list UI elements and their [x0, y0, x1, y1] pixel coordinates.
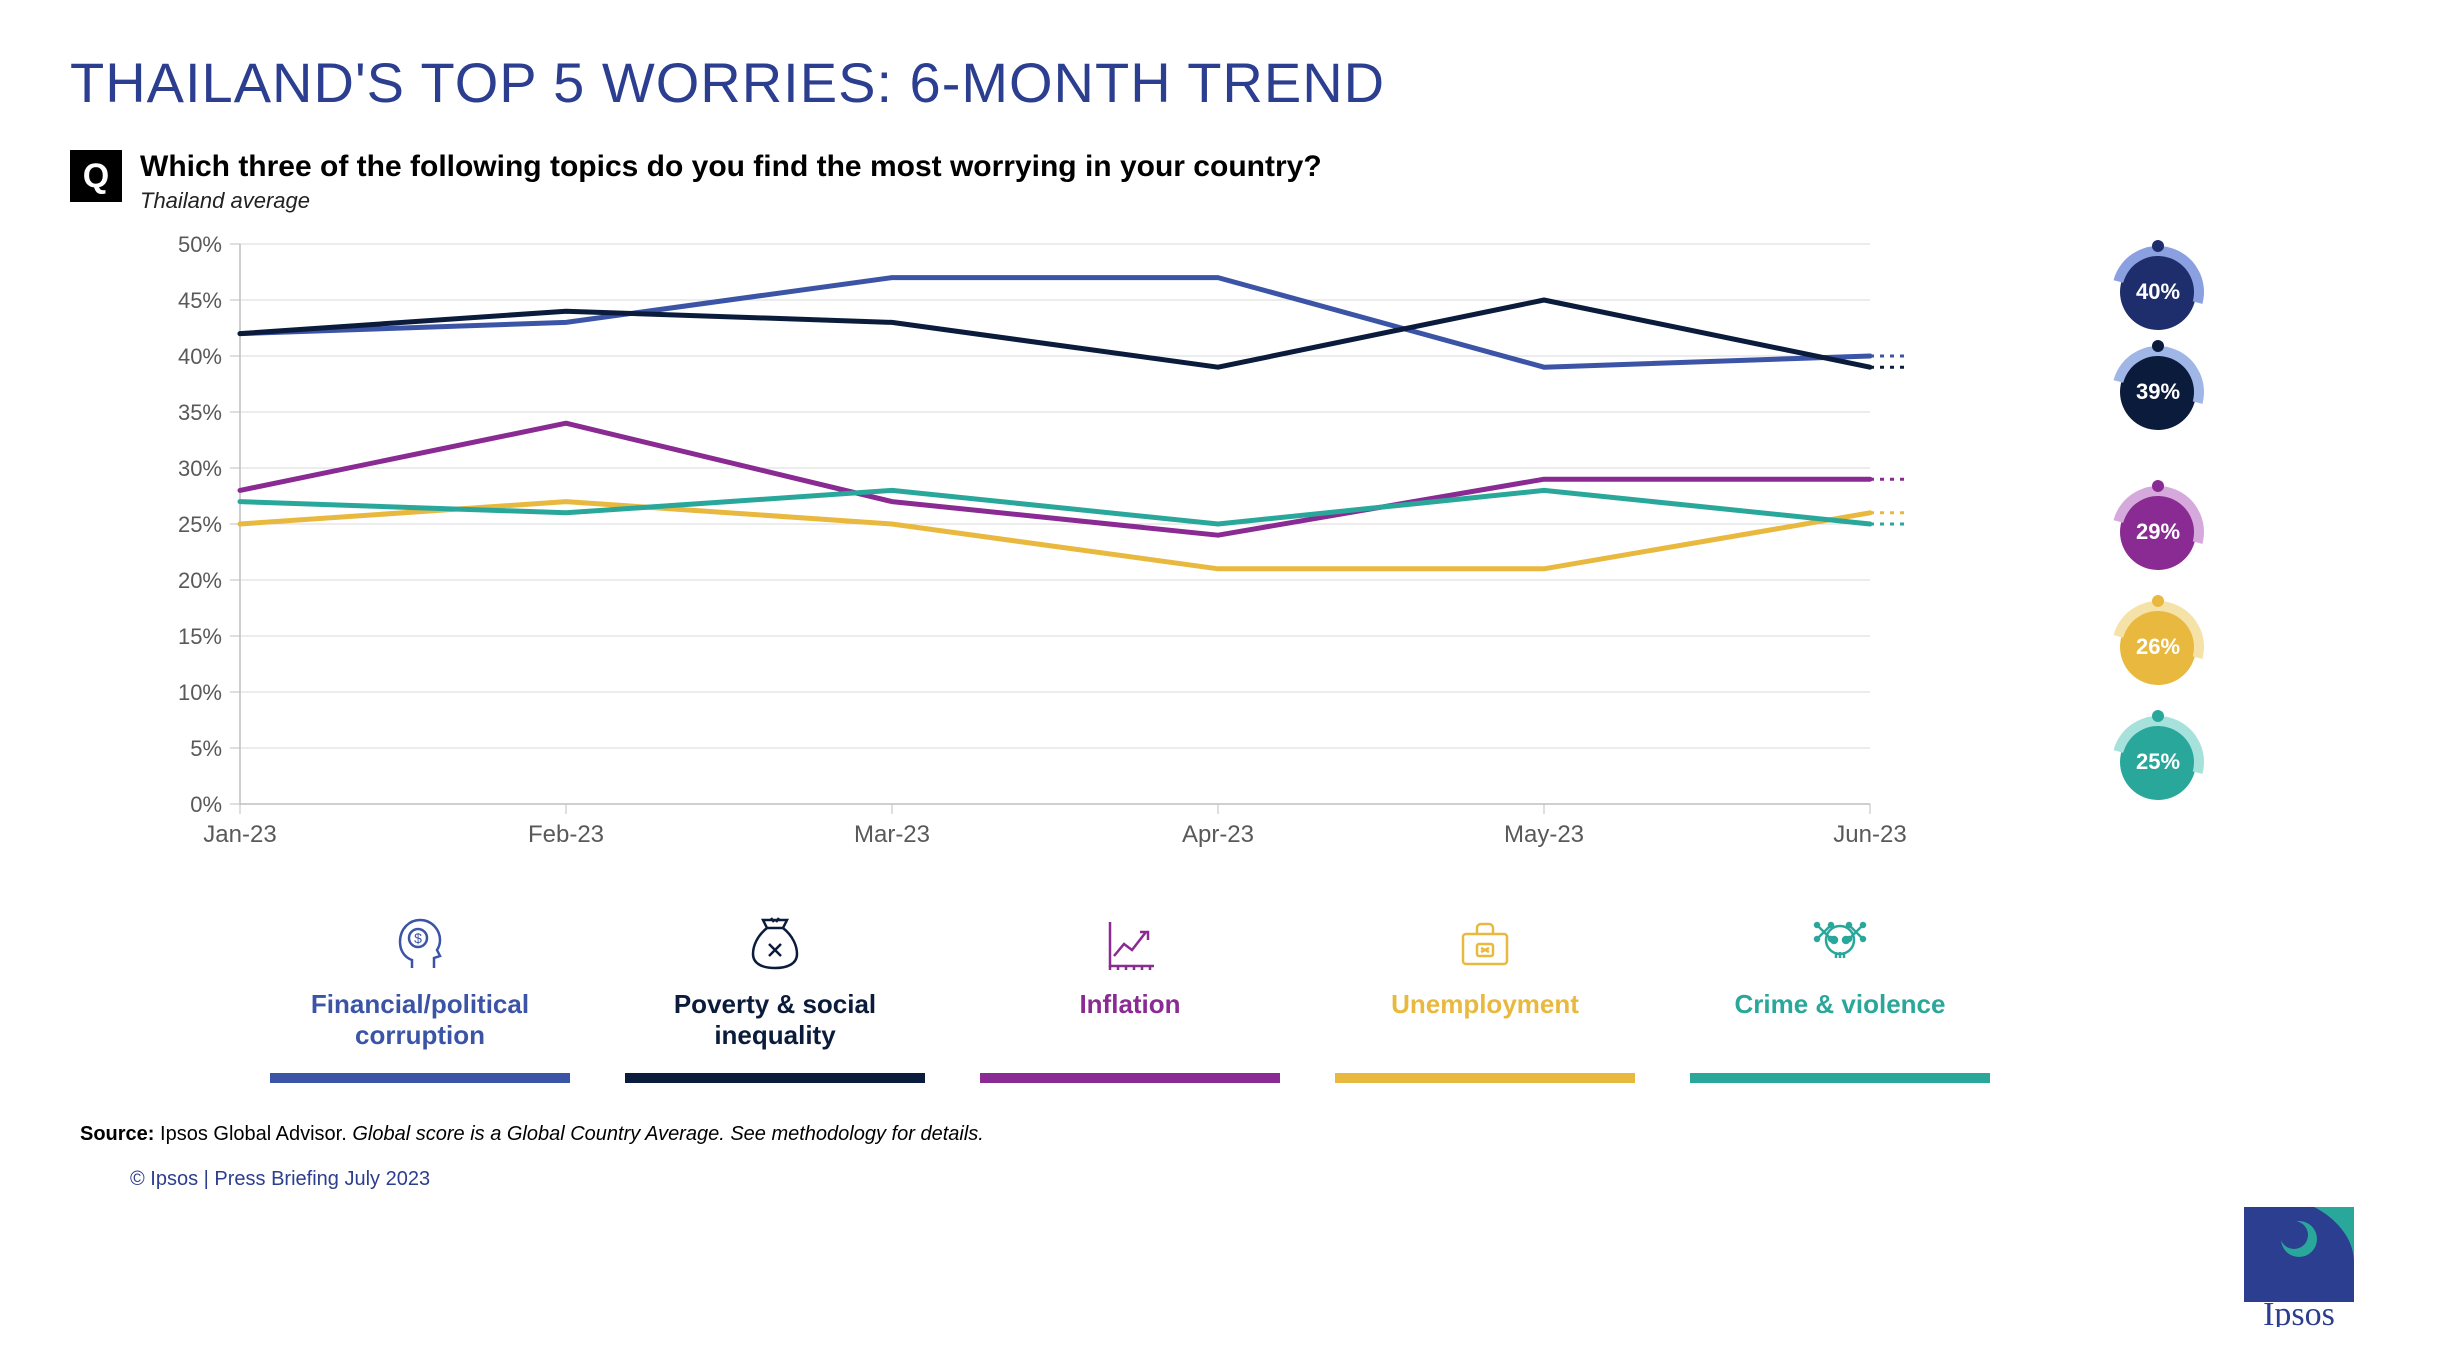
legend-item-corruption: $ Financial/political corruption [270, 909, 570, 1083]
source-prefix: Source: [80, 1123, 154, 1145]
legend-item-poverty: Poverty & social inequality [625, 909, 925, 1083]
page-title: THAILAND'S TOP 5 WORRIES: 6-MONTH TREND [70, 50, 2384, 115]
svg-text:25%: 25% [178, 512, 222, 537]
source-italic: Global score is a Global Country Average… [352, 1123, 983, 1145]
legend-item-crime: Crime & violence [1690, 909, 1990, 1083]
svg-text:Apr-23: Apr-23 [1182, 821, 1254, 848]
svg-text:Mar-23: Mar-23 [854, 821, 930, 848]
svg-text:15%: 15% [178, 624, 222, 649]
question-badge: Q [70, 150, 122, 202]
copyright: © Ipsos | Press Briefing July 2023 [130, 1168, 2384, 1191]
svg-text:Jun-23: Jun-23 [1833, 821, 1906, 848]
legend-item-inflation: Inflation [980, 909, 1280, 1083]
legend-label: Unemployment [1335, 989, 1635, 1059]
legend-color-bar [270, 1073, 570, 1083]
line-chart: 0% 5% 10% 15% 20% 25% 30% 35% 40% 45% 50% Jan-23 Feb… [70, 224, 1910, 884]
svg-text:20%: 20% [178, 568, 222, 593]
value-badge-poverty: 39% [2120, 354, 2196, 430]
value-badges: 40% 39% 29% 26% 25% [1910, 224, 2240, 884]
value-badge-corruption: 40% [2120, 254, 2196, 330]
svg-text:35%: 35% [178, 400, 222, 425]
legend: $ Financial/political corruption Poverty &… [270, 909, 1990, 1083]
value-badge-inflation: 29% [2120, 494, 2196, 570]
legend-label: Poverty & social inequality [625, 989, 925, 1059]
question-row: Q Which three of the following topics do… [70, 150, 2384, 214]
source-text: Ipsos Global Advisor. [154, 1123, 352, 1145]
question-text: Which three of the following topics do y… [140, 150, 1322, 184]
briefcase-x-icon [1335, 909, 1635, 979]
legend-color-bar [625, 1073, 925, 1083]
value-badge-unemployment: 26% [2120, 609, 2196, 685]
sack-x-icon [625, 909, 925, 979]
legend-label: Financial/political corruption [270, 989, 570, 1059]
legend-label: Inflation [980, 989, 1280, 1059]
svg-text:50%: 50% [178, 232, 222, 257]
legend-color-bar [1335, 1073, 1635, 1083]
svg-text:45%: 45% [178, 288, 222, 313]
legend-color-bar [980, 1073, 1280, 1083]
value-badge-crime: 25% [2120, 724, 2196, 800]
ipsos-logo: Ipsos [2244, 1207, 2394, 1332]
svg-text:$: $ [414, 930, 422, 946]
svg-text:0%: 0% [190, 792, 222, 817]
source-line: Source: Ipsos Global Advisor. Global sco… [80, 1123, 2384, 1146]
svg-text:30%: 30% [178, 456, 222, 481]
chart-container: 0% 5% 10% 15% 20% 25% 30% 35% 40% 45% 50% Jan-23 Feb… [70, 224, 2384, 884]
question-subtitle: Thailand average [140, 188, 1322, 214]
head-dollar-icon: $ [270, 909, 570, 979]
svg-text:Jan-23: Jan-23 [203, 821, 276, 848]
legend-color-bar [1690, 1073, 1990, 1083]
svg-text:40%: 40% [178, 344, 222, 369]
brand-text: Ipsos [2263, 1296, 2335, 1327]
svg-text:Feb-23: Feb-23 [528, 821, 604, 848]
legend-item-unemployment: Unemployment [1335, 909, 1635, 1083]
skull-icon [1690, 909, 1990, 979]
svg-text:5%: 5% [190, 736, 222, 761]
chart-up-icon [980, 909, 1280, 979]
legend-label: Crime & violence [1690, 989, 1990, 1059]
svg-text:May-23: May-23 [1504, 821, 1584, 848]
svg-text:10%: 10% [178, 680, 222, 705]
